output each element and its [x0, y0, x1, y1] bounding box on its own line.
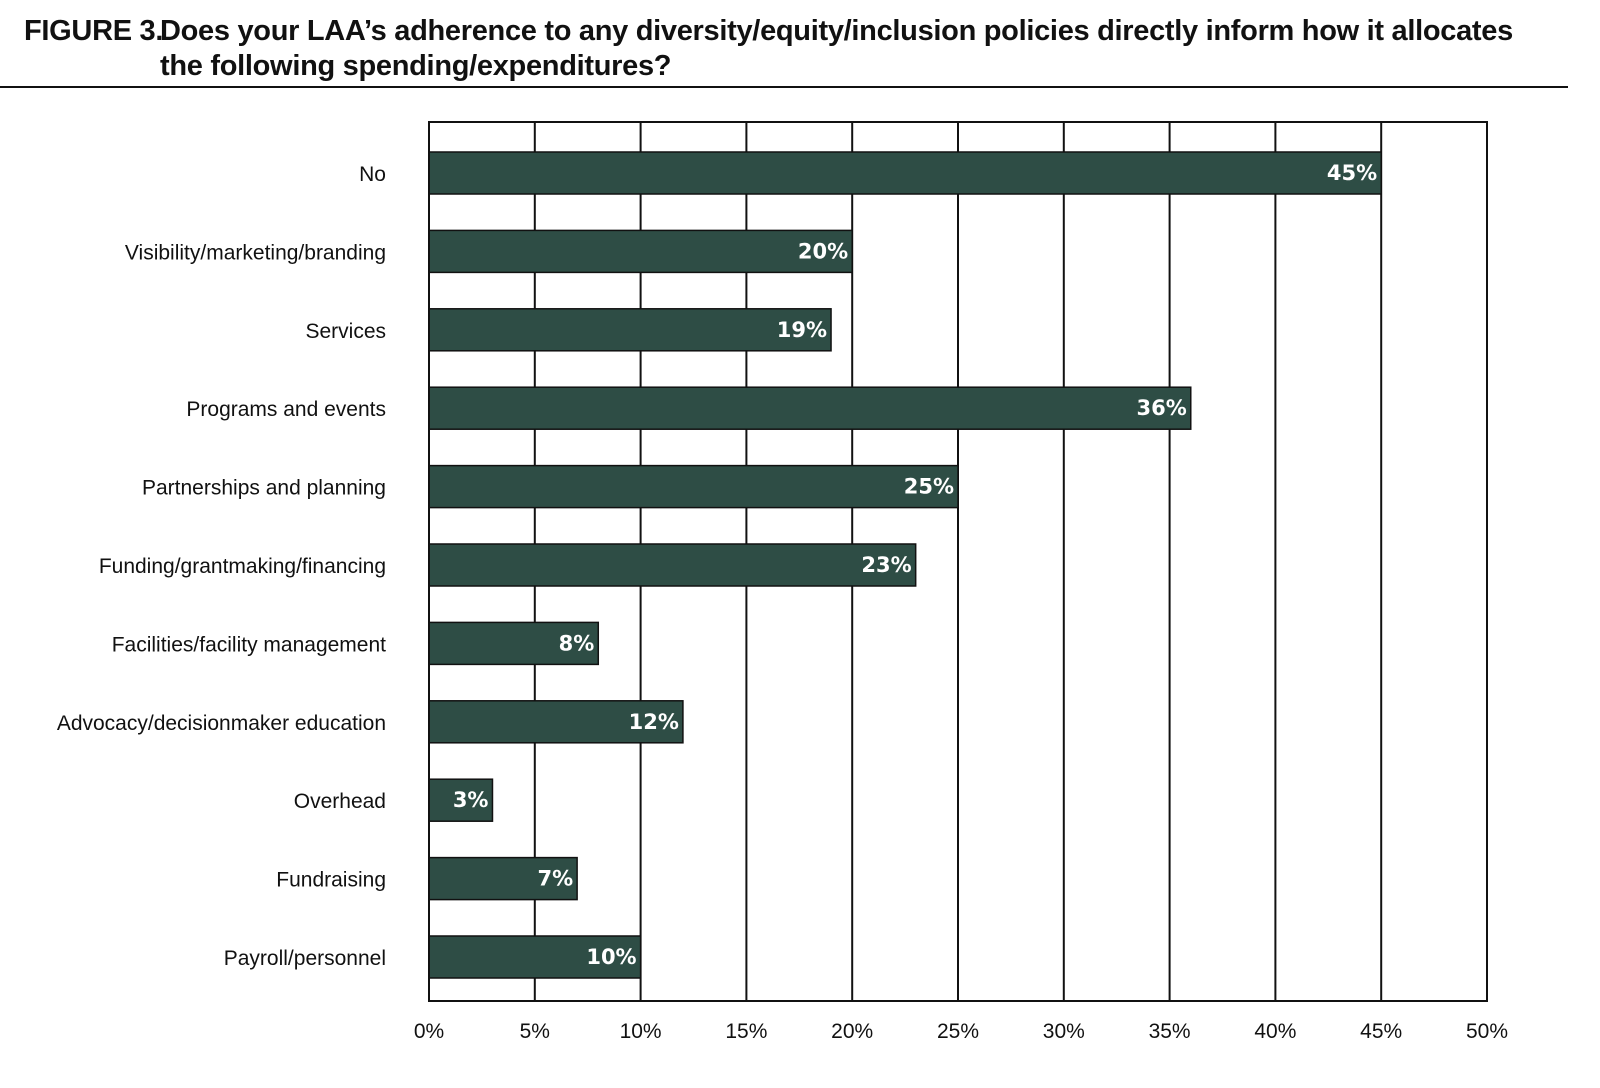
bar: [428, 464, 959, 509]
bar-value-label: 25%: [904, 475, 954, 499]
category-label: Advocacy/decisionmaker education: [57, 712, 386, 735]
bar: [428, 621, 600, 666]
figure-title-line-2: the following spending/expenditures?: [160, 50, 672, 82]
category-label: Funding/grantmaking/financing: [99, 555, 386, 578]
bar-value-label: 19%: [777, 318, 827, 342]
bar-value-label: 7%: [537, 867, 573, 891]
bar: [428, 543, 917, 587]
bar-value-label: 3%: [453, 788, 489, 812]
x-tick-label: 10%: [620, 1020, 662, 1043]
x-tick-label: 25%: [937, 1020, 979, 1043]
category-label: No: [359, 163, 386, 186]
x-tick-label: 35%: [1149, 1020, 1191, 1043]
category-label: Facilities/facility management: [112, 633, 386, 656]
x-tick-label: 20%: [831, 1020, 873, 1043]
bar: [428, 778, 494, 822]
bar: [428, 700, 684, 744]
bar-value-label: 12%: [629, 710, 679, 734]
bar: [428, 386, 1192, 430]
bar: [428, 229, 853, 274]
bar-value-label: 45%: [1327, 161, 1377, 185]
figure-title-line-1: Does your LAA’s adherence to any diversi…: [160, 15, 1513, 47]
x-tick-label: 0%: [414, 1020, 444, 1043]
bar: [428, 151, 1382, 195]
x-axis-tick-labels: 0% 5% 10% 15% 20% 25% 30% 35% 40% 45% 50%: [414, 1020, 1508, 1043]
x-tick-label: 15%: [725, 1020, 767, 1043]
category-label: Visibility/marketing/branding: [125, 241, 386, 264]
bar-value-label: 20%: [798, 239, 848, 263]
bar: [428, 308, 832, 352]
x-tick-label: 5%: [520, 1020, 550, 1043]
category-label: Services: [305, 320, 386, 343]
bar-value-label: 36%: [1136, 396, 1186, 420]
x-tick-label: 45%: [1360, 1020, 1402, 1043]
category-labels: No Visibility/marketing/branding Services P…: [57, 163, 386, 970]
bar-value-label: 23%: [861, 553, 911, 577]
bars: 45% 20% 19% 36% 25% 23% 8% 12% 3% 7% 10%: [428, 151, 1382, 979]
bar-value-label: 10%: [586, 945, 636, 969]
x-tick-label: 40%: [1254, 1020, 1296, 1043]
plot-frame: [428, 121, 1488, 1002]
category-label: Programs and events: [186, 398, 386, 421]
x-tick-label: 30%: [1043, 1020, 1085, 1043]
bar-value-label: 8%: [559, 631, 595, 655]
category-label: Payroll/personnel: [224, 947, 386, 970]
category-label: Overhead: [294, 790, 386, 813]
title-divider: [0, 86, 1568, 88]
figure-title: FIGURE 3. Does your LAA’s adherence to a…: [24, 14, 1584, 84]
category-label: Partnerships and planning: [142, 477, 386, 500]
x-tick-label: 50%: [1466, 1020, 1508, 1043]
category-label: Fundraising: [276, 869, 386, 892]
figure-label: FIGURE 3.: [24, 15, 164, 47]
